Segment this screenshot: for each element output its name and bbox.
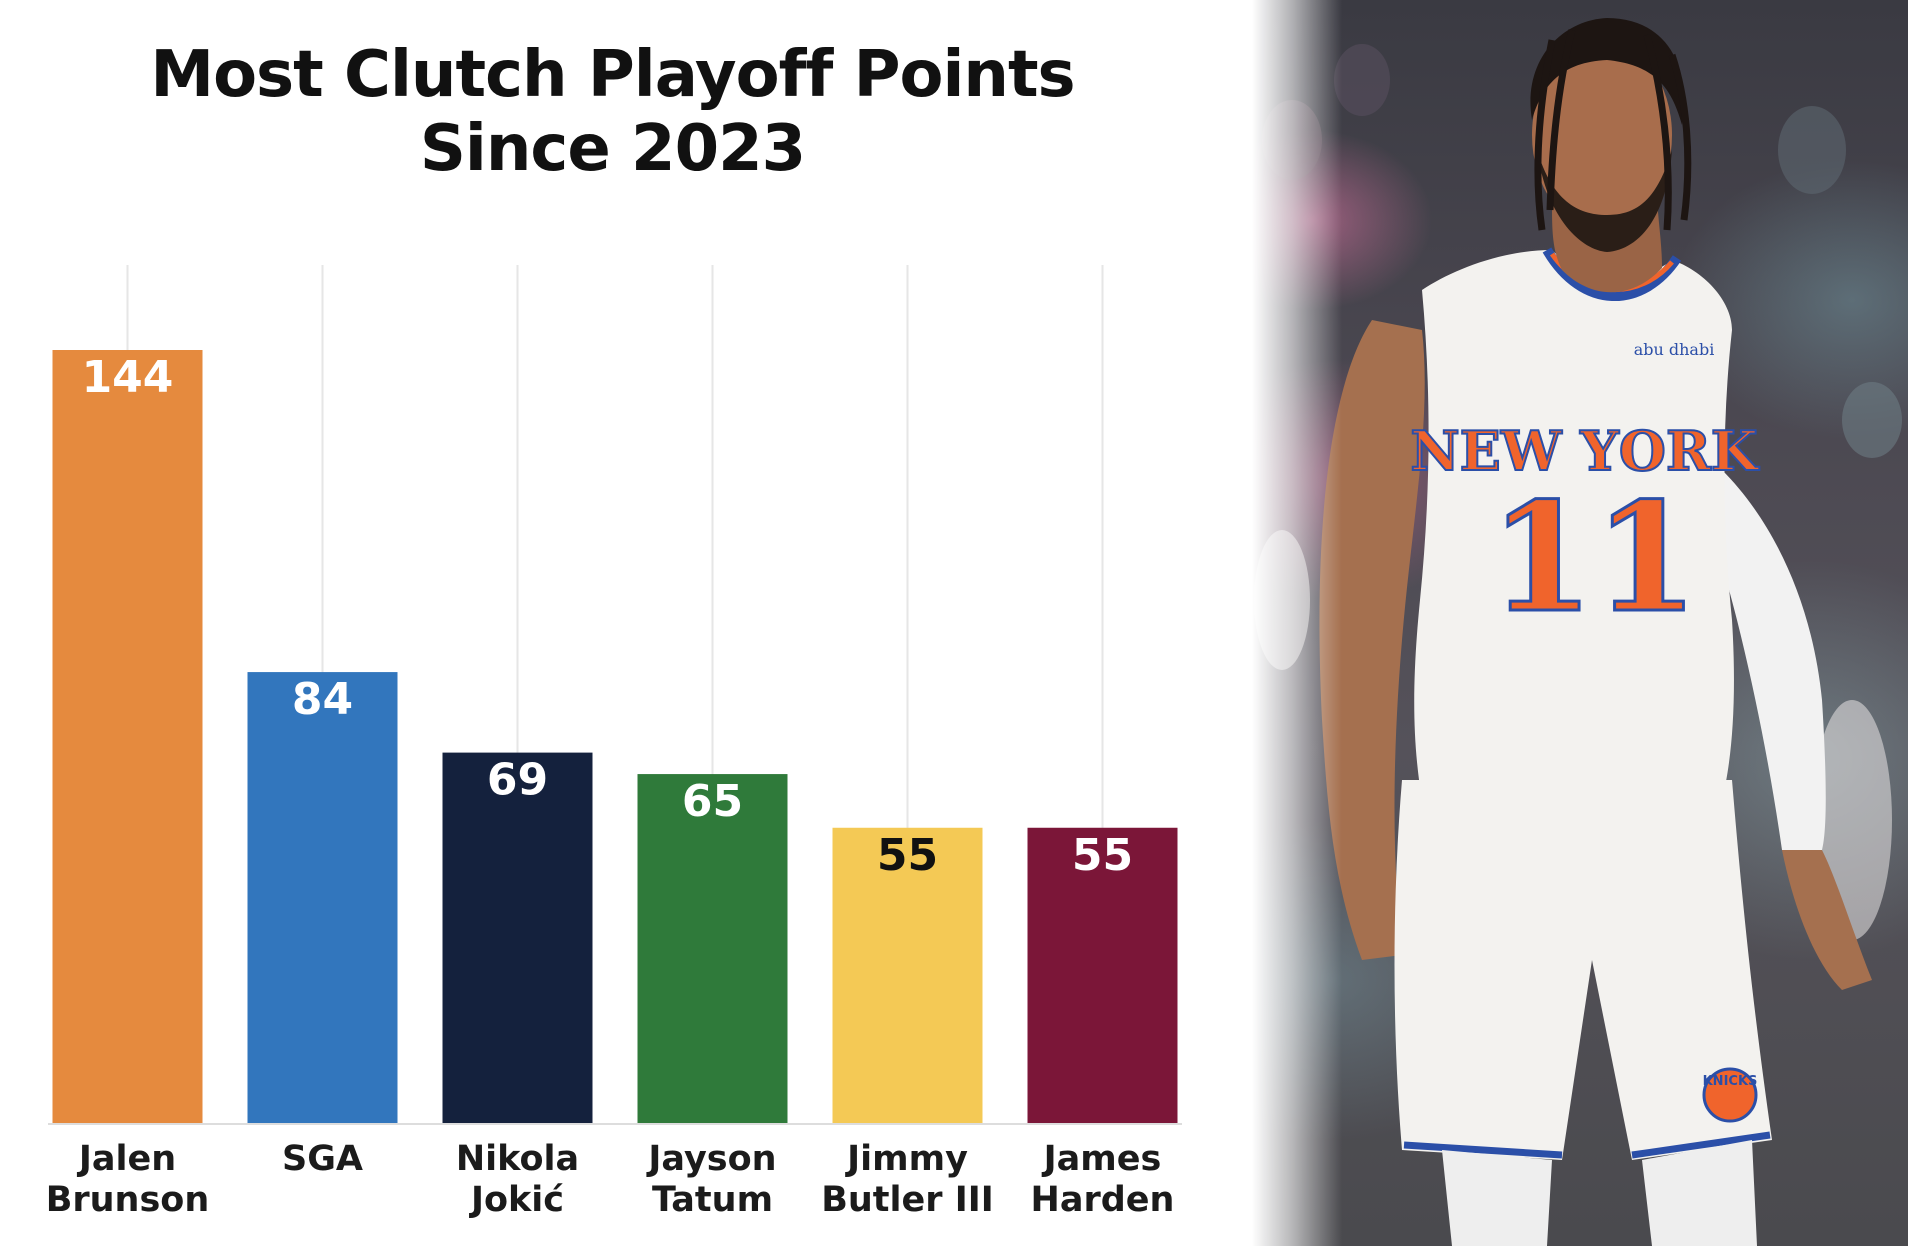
category-label: Tatum: [652, 1180, 773, 1220]
bar: [247, 672, 398, 1123]
shorts-trim-right: [1631, 1131, 1771, 1159]
bar-value-label: 84: [292, 674, 353, 725]
shorts-trim: [1403, 1141, 1563, 1159]
photo-edge-fade: [1252, 0, 1342, 1246]
category-label: James: [1042, 1139, 1162, 1179]
bar: [442, 752, 593, 1123]
category-label: Nikola: [456, 1139, 579, 1179]
player-braids: [1534, 29, 1692, 231]
player-jersey: [1414, 250, 1734, 800]
bar-value-label: 55: [877, 830, 938, 881]
chart-panel: Most Clutch Playoff Points Since 2023 14…: [0, 38, 1225, 1220]
bar-value-label: 144: [82, 352, 174, 403]
jersey-number: 11: [1490, 470, 1699, 646]
bar: [832, 827, 983, 1123]
jersey-sponsor: abu dhabi: [1634, 340, 1715, 359]
player-legs: [1442, 1140, 1757, 1246]
player-right-sleeve: [1702, 470, 1826, 850]
player-left-arm: [1319, 320, 1425, 960]
bar-value-label: 65: [682, 776, 743, 827]
bar-value-label: 69: [487, 755, 548, 806]
player-head: [1532, 40, 1672, 230]
bar: [1027, 827, 1178, 1123]
jersey-collar-trim: [1542, 247, 1682, 301]
bar: [637, 774, 788, 1123]
category-label: Brunson: [46, 1180, 210, 1220]
category-label: Harden: [1031, 1180, 1175, 1220]
category-label: Jimmy: [845, 1139, 968, 1179]
player-shorts: [1394, 780, 1772, 1160]
category-label: Jayson: [646, 1139, 776, 1179]
bar-value-label: 55: [1072, 830, 1133, 881]
player-photo: NEW YORK 11 abu dhabi KNICKS: [1252, 0, 1908, 1246]
bar: [52, 350, 203, 1123]
player-illustration: NEW YORK 11 abu dhabi KNICKS: [1254, 18, 1902, 1246]
player-right-hand: [1782, 850, 1872, 990]
chart-title: Most Clutch Playoff Points Since 2023: [0, 38, 1225, 186]
chart-title-line-1: Most Clutch Playoff Points: [150, 38, 1075, 112]
category-label: SGA: [282, 1139, 363, 1179]
category-label: Jokić: [469, 1180, 564, 1220]
knicks-logo-icon: [1702, 1067, 1758, 1123]
category-label: Jalen: [77, 1139, 176, 1179]
chart-title-line-2: Since 2023: [419, 112, 806, 186]
shorts-logo: KNICKS: [1703, 1074, 1758, 1089]
category-label: Butler III: [821, 1180, 994, 1220]
player-beard: [1537, 150, 1672, 252]
jersey-wordmark: NEW YORK: [1410, 419, 1759, 483]
